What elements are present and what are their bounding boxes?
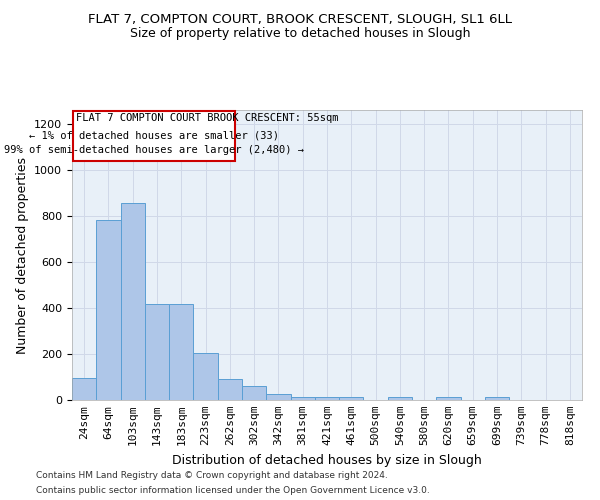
Bar: [436, 397, 461, 400]
Text: Size of property relative to detached houses in Slough: Size of property relative to detached ho…: [130, 28, 470, 40]
Text: ← 1% of detached houses are smaller (33): ← 1% of detached houses are smaller (33): [29, 131, 279, 141]
X-axis label: Distribution of detached houses by size in Slough: Distribution of detached houses by size …: [172, 454, 482, 466]
Bar: [266, 394, 290, 400]
Text: Contains public sector information licensed under the Open Government Licence v3: Contains public sector information licen…: [36, 486, 430, 495]
Bar: [290, 396, 315, 400]
Bar: [96, 220, 121, 400]
Bar: [193, 353, 218, 400]
Bar: [388, 397, 412, 400]
Text: FLAT 7 COMPTON COURT BROOK CRESCENT: 55sqm: FLAT 7 COMPTON COURT BROOK CRESCENT: 55s…: [76, 114, 338, 124]
Bar: [242, 386, 266, 400]
Bar: [339, 396, 364, 400]
Bar: [121, 203, 145, 400]
Bar: [485, 397, 509, 400]
Text: FLAT 7, COMPTON COURT, BROOK CRESCENT, SLOUGH, SL1 6LL: FLAT 7, COMPTON COURT, BROOK CRESCENT, S…: [88, 12, 512, 26]
FancyBboxPatch shape: [73, 111, 235, 160]
Bar: [169, 304, 193, 400]
Bar: [145, 304, 169, 400]
Text: 99% of semi-detached houses are larger (2,480) →: 99% of semi-detached houses are larger (…: [4, 144, 304, 154]
Bar: [218, 380, 242, 400]
Text: Contains HM Land Registry data © Crown copyright and database right 2024.: Contains HM Land Registry data © Crown c…: [36, 471, 388, 480]
Y-axis label: Number of detached properties: Number of detached properties: [16, 156, 29, 354]
Bar: [72, 378, 96, 400]
Bar: [315, 396, 339, 400]
